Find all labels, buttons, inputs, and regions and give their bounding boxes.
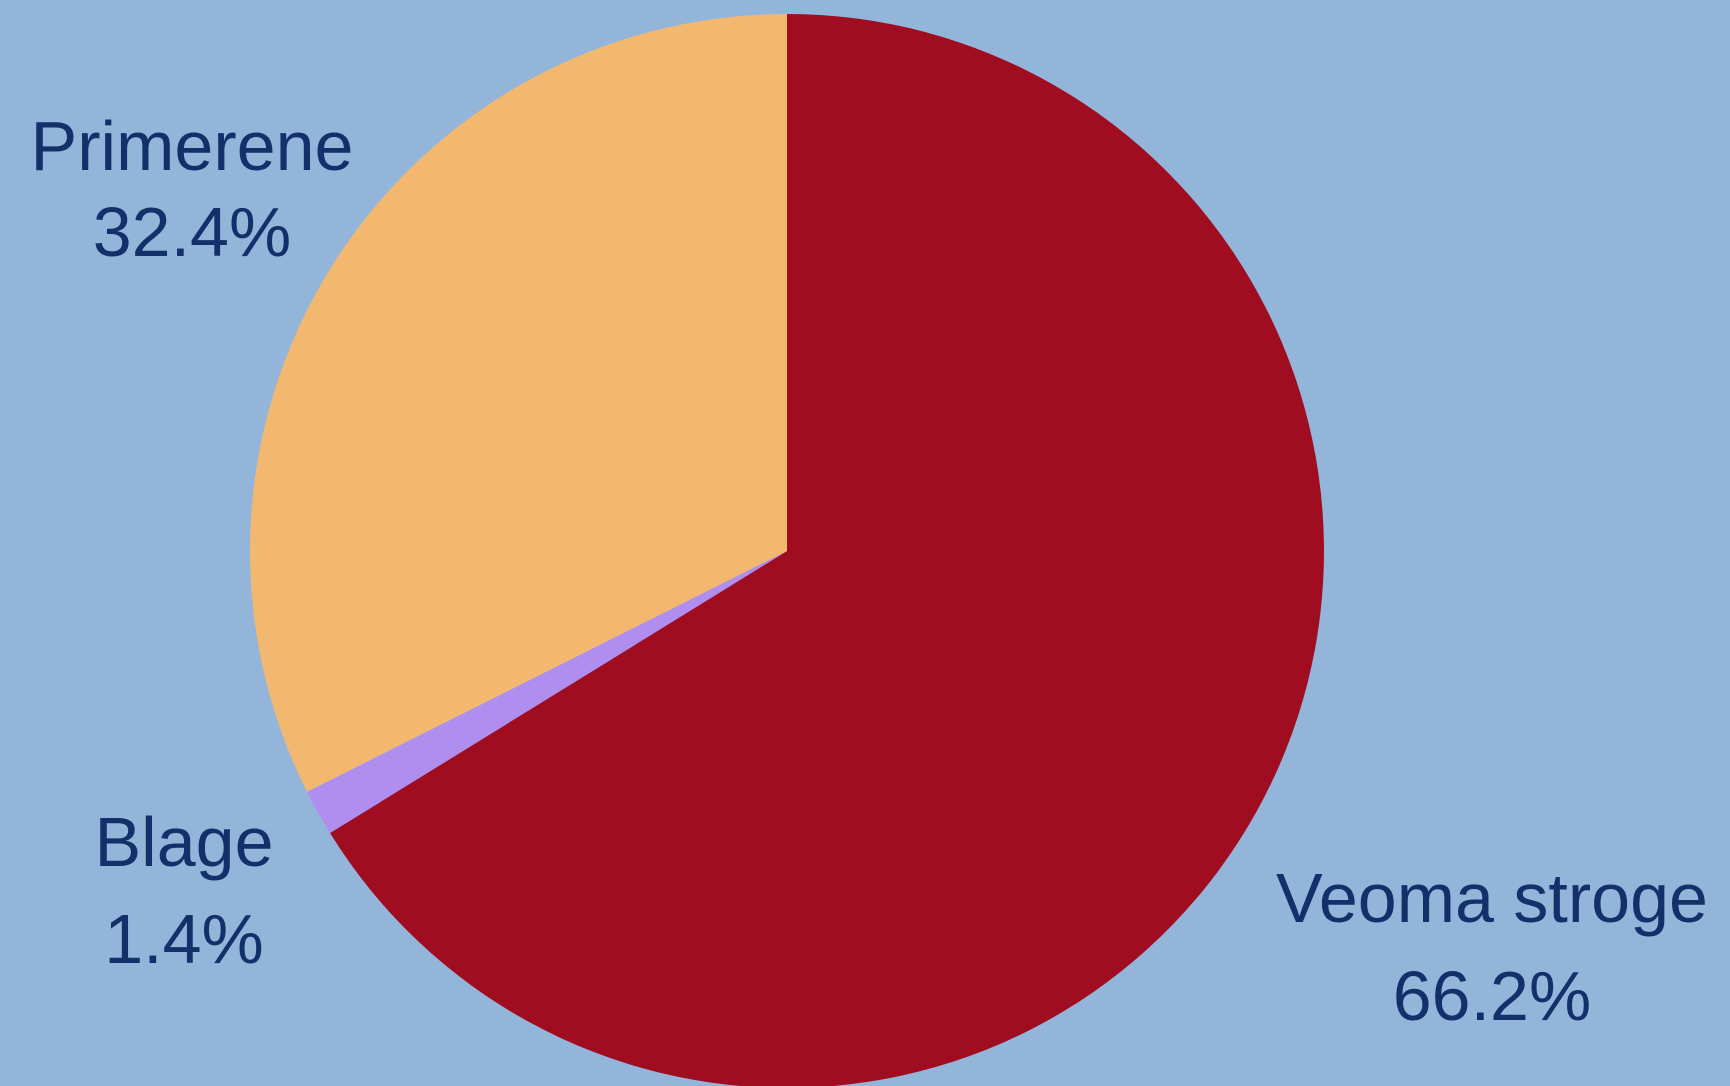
pie-slices: [250, 14, 1324, 1086]
slice-label-veoma-stroge-name: Veoma stroge: [1276, 859, 1708, 937]
slice-label-blage-percent: 1.4%: [104, 900, 264, 978]
slice-label-blage-name: Blage: [94, 803, 273, 881]
slice-label-primerene-name: Primerene: [31, 107, 354, 185]
slice-label-primerene-percent: 32.4%: [93, 193, 291, 271]
slice-label-veoma-stroge-percent: 66.2%: [1393, 957, 1591, 1035]
